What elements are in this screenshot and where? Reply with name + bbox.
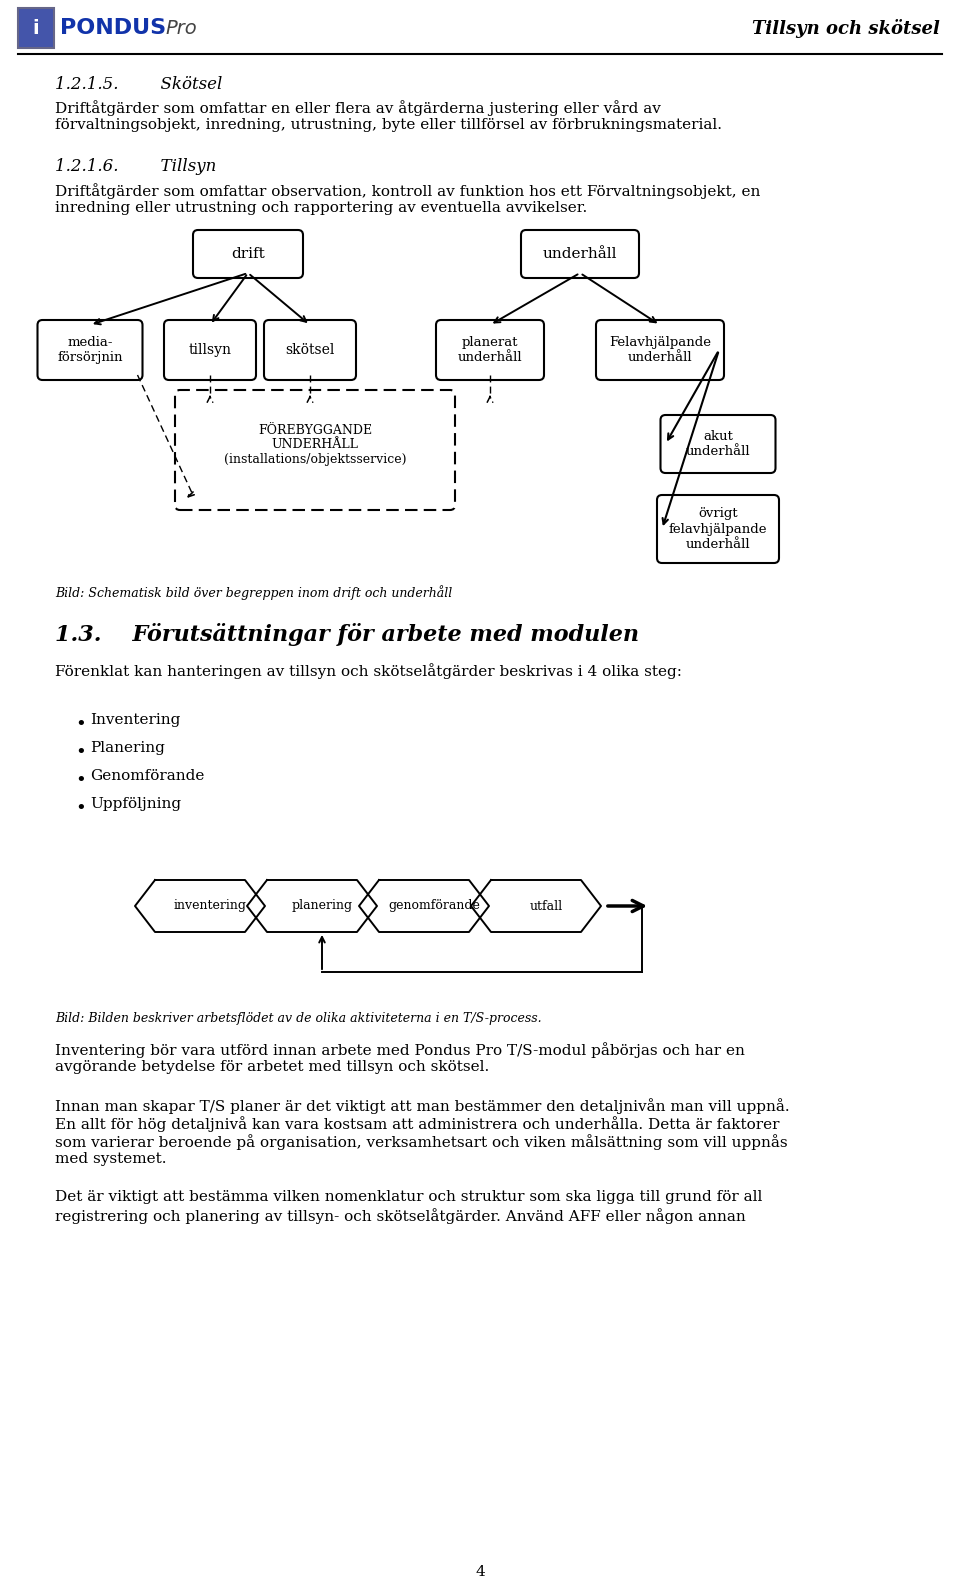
- Text: avgörande betydelse för arbetet med tillsyn och skötsel.: avgörande betydelse för arbetet med till…: [55, 1060, 490, 1074]
- Text: •: •: [75, 714, 85, 733]
- Polygon shape: [247, 880, 377, 932]
- Text: Inventering bör vara utförd innan arbete med Pondus Pro T/S-modul påbörjas och h: Inventering bör vara utförd innan arbete…: [55, 1042, 745, 1058]
- Text: med systemet.: med systemet.: [55, 1152, 166, 1166]
- Text: Det är viktigt att bestämma vilken nomenklatur och struktur som ska ligga till g: Det är viktigt att bestämma vilken nomen…: [55, 1190, 762, 1204]
- FancyBboxPatch shape: [193, 231, 303, 278]
- Text: inredning eller utrustning och rapportering av eventuella avvikelser.: inredning eller utrustning och rapporter…: [55, 200, 588, 215]
- Text: genomförande: genomförande: [388, 899, 480, 913]
- Text: i: i: [33, 19, 39, 38]
- Text: 1.3.    Förutsättningar för arbete med modulen: 1.3. Förutsättningar för arbete med modu…: [55, 624, 639, 646]
- FancyBboxPatch shape: [37, 320, 142, 380]
- Text: Genomförande: Genomförande: [90, 768, 204, 783]
- Text: Bild: Schematisk bild över begreppen inom drift och underhåll: Bild: Schematisk bild över begreppen ino…: [55, 585, 452, 600]
- Text: Inventering: Inventering: [90, 713, 180, 727]
- Text: inventering: inventering: [174, 899, 247, 913]
- FancyBboxPatch shape: [175, 390, 455, 511]
- Text: underhåll: underhåll: [542, 247, 617, 261]
- FancyBboxPatch shape: [264, 320, 356, 380]
- Text: FÖREBYGGANDE
UNDERHÅLL
(installations/objektsservice): FÖREBYGGANDE UNDERHÅLL (installations/ob…: [224, 423, 406, 466]
- Text: utfall: utfall: [529, 899, 563, 913]
- FancyBboxPatch shape: [596, 320, 724, 380]
- Text: Innan man skapar T/S planer är det viktigt att man bestämmer den detaljnivån man: Innan man skapar T/S planer är det vikti…: [55, 1098, 790, 1114]
- FancyBboxPatch shape: [18, 8, 54, 48]
- Text: akut
underhåll: akut underhåll: [685, 430, 751, 458]
- FancyBboxPatch shape: [657, 495, 779, 563]
- Text: drift: drift: [231, 247, 265, 261]
- Text: Uppföljning: Uppföljning: [90, 797, 181, 811]
- Text: media-
försörjnin: media- försörjnin: [58, 336, 123, 364]
- Text: PONDUS: PONDUS: [60, 18, 166, 38]
- Polygon shape: [359, 880, 489, 932]
- Text: Driftåtgärder som omfattar en eller flera av åtgärderna justering eller vård av: Driftåtgärder som omfattar en eller fler…: [55, 100, 660, 116]
- FancyBboxPatch shape: [436, 320, 544, 380]
- Text: Pro: Pro: [165, 19, 197, 38]
- Text: Felavhjälpande
underhåll: Felavhjälpande underhåll: [609, 336, 711, 364]
- Text: 1.2.1.5.        Skötsel: 1.2.1.5. Skötsel: [55, 76, 223, 92]
- Text: Tillsyn och skötsel: Tillsyn och skötsel: [752, 19, 940, 38]
- Text: •: •: [75, 772, 85, 789]
- Text: planerat
underhåll: planerat underhåll: [458, 336, 522, 364]
- Text: planering: planering: [292, 899, 352, 913]
- Text: Bild: Bilden beskriver arbetsflödet av de olika aktiviteterna i en T/S-process.: Bild: Bilden beskriver arbetsflödet av d…: [55, 1012, 541, 1025]
- Text: övrigt
felavhjälpande
underhåll: övrigt felavhjälpande underhåll: [669, 508, 767, 550]
- Text: tillsyn: tillsyn: [188, 344, 231, 356]
- Text: förvaltningsobjekt, inredning, utrustning, byte eller tillförsel av förbruknings: förvaltningsobjekt, inredning, utrustnin…: [55, 118, 722, 132]
- Text: En allt för hög detaljnivå kan vara kostsam att administrera och underhålla. Det: En allt för hög detaljnivå kan vara kost…: [55, 1115, 780, 1131]
- FancyBboxPatch shape: [164, 320, 256, 380]
- Text: Planering: Planering: [90, 741, 165, 756]
- Polygon shape: [471, 880, 601, 932]
- Text: som varierar beroende på organisation, verksamhetsart och viken målsättning som : som varierar beroende på organisation, v…: [55, 1134, 787, 1150]
- Text: •: •: [75, 799, 85, 818]
- Polygon shape: [135, 880, 265, 932]
- Text: skötsel: skötsel: [285, 344, 335, 356]
- Text: 1.2.1.6.        Tillsyn: 1.2.1.6. Tillsyn: [55, 158, 216, 175]
- Text: registrering och planering av tillsyn- och skötselåtgärder. Använd AFF eller någ: registrering och planering av tillsyn- o…: [55, 1208, 746, 1223]
- FancyBboxPatch shape: [660, 415, 776, 473]
- Text: Förenklat kan hanteringen av tillsyn och skötselåtgärder beskrivas i 4 olika ste: Förenklat kan hanteringen av tillsyn och…: [55, 663, 682, 679]
- Text: •: •: [75, 743, 85, 760]
- FancyBboxPatch shape: [521, 231, 639, 278]
- Text: 4: 4: [475, 1566, 485, 1578]
- Text: Driftåtgärder som omfattar observation, kontroll av funktion hos ett Förvaltning: Driftåtgärder som omfattar observation, …: [55, 183, 760, 199]
